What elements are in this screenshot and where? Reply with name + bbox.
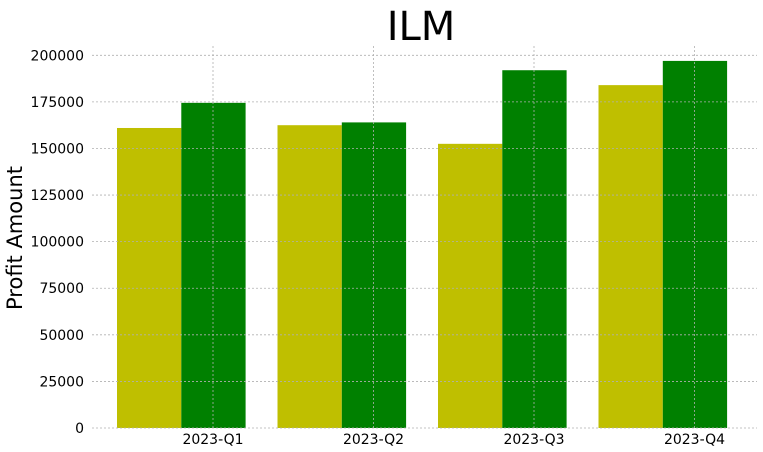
bars [117,60,728,429]
y-tick-label: 175000 [31,95,84,111]
bar-2023-Q4-series-2 [662,60,728,428]
y-tick-label: 75000 [39,281,84,297]
y-axis-ticks: 0 25000 50000 75000 100000 125000 150000 175000… [31,48,84,437]
x-tick-label: 2023-Q4 [664,432,725,448]
bar-2023-Q2-series-1 [277,125,342,428]
x-tick-label: 2023-Q1 [182,432,243,448]
x-tick-label: 2023-Q3 [503,432,564,448]
x-tick-label: 2023-Q2 [343,432,404,448]
bar-2023-Q1-series-2 [181,102,246,429]
y-tick-label: 0 [75,421,84,437]
bar-2023-Q2-series-2 [341,122,407,429]
grid-lines [92,46,757,429]
bar-2023-Q3-series-1 [438,143,503,428]
x-axis-ticks: 2023-Q1 2023-Q2 2023-Q3 2023-Q4 [182,432,725,448]
y-axis-label: Profit Amount [3,166,27,310]
bar-2023-Q1-series-1 [117,127,182,429]
y-tick-label: 50000 [39,328,84,344]
y-tick-label: 125000 [31,188,84,204]
bar-2023-Q3-series-2 [502,70,567,428]
y-tick-label: 100000 [31,235,84,251]
chart-title: ILM [387,4,456,50]
y-tick-label: 150000 [31,141,84,157]
y-tick-label: 25000 [39,374,84,390]
bar-2023-Q4-series-1 [598,85,663,428]
y-tick-label: 200000 [31,48,84,64]
